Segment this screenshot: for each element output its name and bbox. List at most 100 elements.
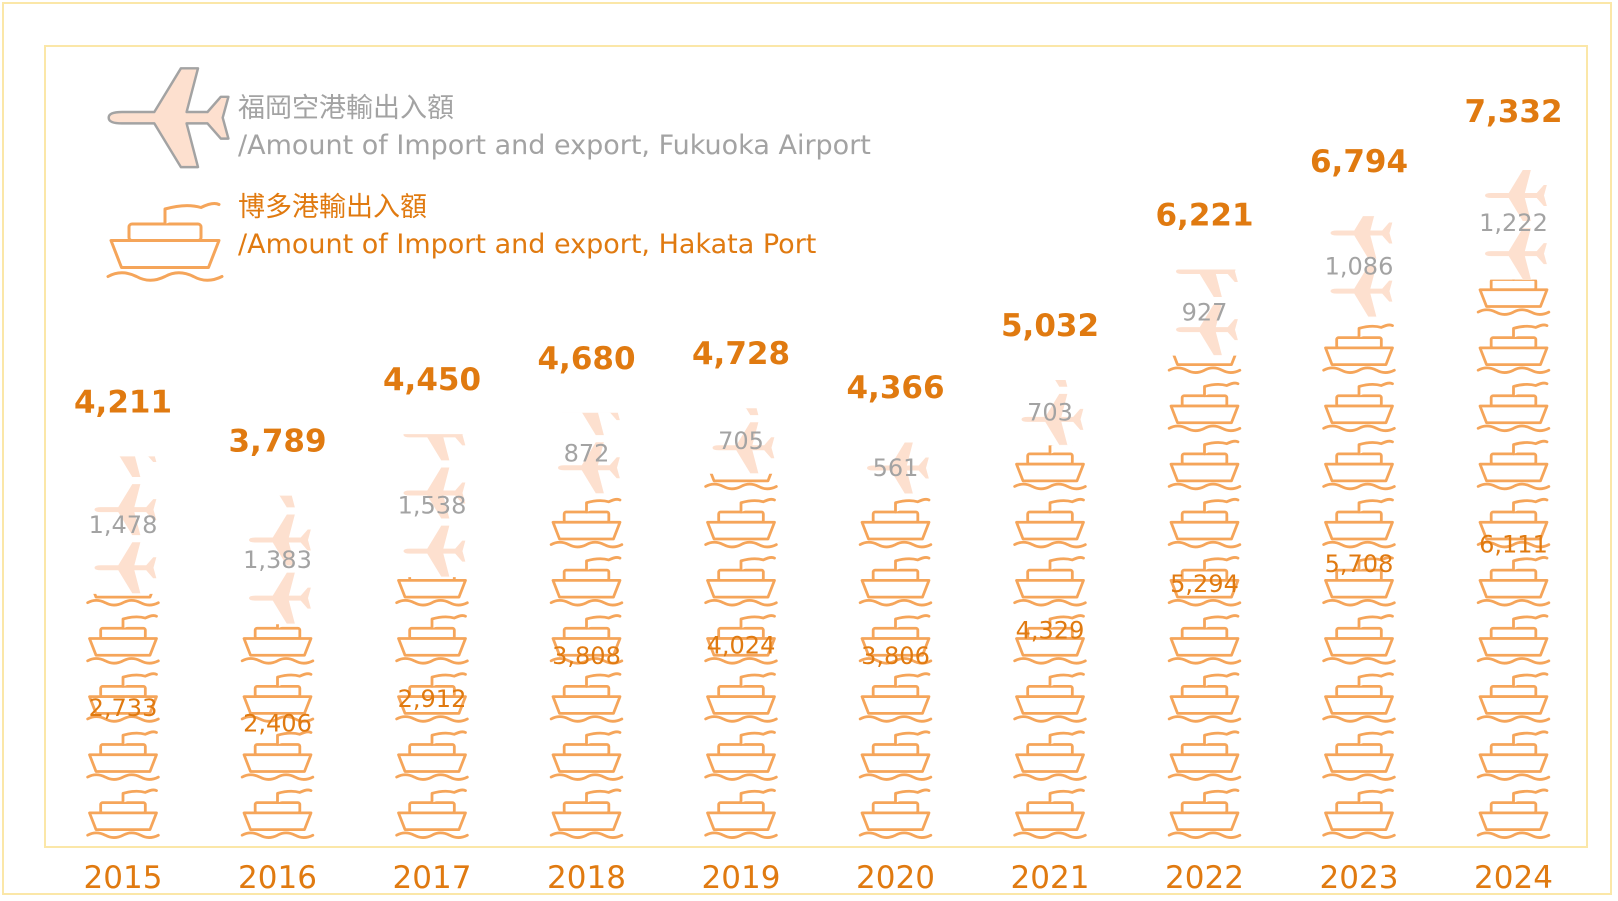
airplane-icon: [1329, 216, 1394, 260]
ship-icon: [1476, 556, 1551, 607]
ship-icon: [1322, 439, 1396, 491]
airport-value-label: 1,086: [1325, 253, 1394, 281]
ship-icon: [1476, 672, 1551, 723]
ship-icon: [549, 556, 624, 607]
port-value-label: 5,708: [1325, 550, 1394, 578]
airplane-icon: [93, 456, 158, 479]
ship-icon: [1476, 614, 1551, 665]
airport-value-label: 927: [1182, 299, 1228, 327]
ship-icon: [1167, 497, 1242, 549]
x-tick-label: 2016: [238, 860, 317, 896]
airplane-icon: [248, 495, 312, 509]
ship-icon: [86, 730, 160, 781]
ship-icon: [1013, 788, 1087, 839]
ship-icon: [1167, 730, 1242, 781]
ship-icon: [1322, 672, 1396, 723]
ship-icon: [858, 672, 933, 723]
airport-bar-2021: [1020, 380, 1085, 446]
ship-icon: [395, 577, 469, 607]
airport-value-label: 705: [718, 427, 764, 455]
x-tick-label: 2015: [84, 860, 163, 896]
port-value-label: 3,806: [861, 642, 930, 670]
x-tick-label: 2023: [1320, 860, 1399, 896]
port-value-label: 3,808: [552, 642, 621, 670]
plot-frame: [44, 45, 1588, 848]
ship-icon: [1476, 730, 1551, 781]
total-value-label: 3,789: [228, 424, 326, 460]
airport-value-label: 1,383: [243, 546, 312, 574]
port-value-label: 2,912: [398, 685, 467, 713]
ship-icon: [1013, 730, 1087, 781]
ship-icon: [1013, 445, 1087, 491]
ship-icon: [240, 788, 315, 839]
ship-icon: [395, 614, 469, 665]
ship-icon: [86, 614, 160, 665]
ship-icon: [1167, 439, 1242, 491]
ship-icon: [1167, 614, 1242, 665]
airplane-icon: [93, 541, 158, 594]
total-value-label: 4,450: [383, 362, 481, 398]
ship-icon: [1322, 323, 1396, 374]
total-value-label: 6,794: [1310, 144, 1408, 180]
ship-icon: [549, 730, 624, 781]
ship-icon: [1322, 381, 1396, 433]
x-axis-labels: 2015 2016 2017 2018 2019 2020 2021 2022 2023 2024: [84, 860, 1553, 896]
x-tick-label: 2018: [547, 860, 626, 896]
x-tick-label: 2017: [393, 860, 472, 896]
airport-bar-2019: [711, 408, 776, 474]
ship-icon: [704, 556, 778, 607]
ship-icon: [1167, 788, 1242, 839]
x-tick-label: 2022: [1165, 860, 1244, 896]
ship-icon: [858, 497, 933, 549]
total-value-label: 5,032: [1001, 308, 1099, 344]
legend-port-label-ja: 博多港輸出入額: [238, 192, 427, 223]
total-value-label: 4,680: [537, 341, 635, 377]
port-value-label: 2,733: [89, 694, 158, 722]
ship-icon: [858, 730, 933, 781]
port-value-label: 4,329: [1016, 617, 1085, 645]
ship-icon: [1322, 614, 1396, 665]
ship-icon: [240, 624, 315, 665]
ship-icon: [704, 730, 778, 781]
airport-value-label: 1,478: [89, 511, 158, 539]
ship-icon: [1476, 323, 1551, 374]
airport-bar-2015: [93, 456, 158, 594]
x-tick-label: 2021: [1011, 860, 1090, 896]
legend-icons: [106, 67, 230, 282]
legend-airport-label-ja: 福岡空港輸出入額: [238, 93, 454, 124]
ship-icon: [858, 556, 933, 607]
ship-icon: [1322, 497, 1396, 549]
ship-icon: [704, 672, 778, 723]
port-value-label: 2,406: [243, 710, 312, 738]
total-value-label: 4,728: [692, 336, 790, 372]
ship-icon: [395, 788, 469, 839]
legend-airplane-icon: [107, 67, 230, 169]
ship-icon: [1167, 672, 1242, 723]
airport-bar-2016: [248, 495, 312, 625]
ship-icon: [1476, 381, 1551, 433]
ship-icon: [1322, 730, 1396, 781]
port-bar-2018: [549, 497, 624, 839]
ship-icon: [86, 788, 160, 839]
ship-icon: [240, 730, 315, 781]
port-bar-2020: [858, 497, 933, 839]
ship-icon: [704, 497, 778, 549]
total-value-label: 4,366: [846, 370, 944, 406]
port-value-label: 5,294: [1170, 570, 1239, 598]
airplane-icon: [402, 524, 467, 578]
airplane-icon: [557, 412, 621, 437]
airport-value-label: 561: [873, 454, 919, 482]
ship-icon: [704, 788, 778, 839]
legend-ship-icon: [106, 202, 224, 282]
total-value-label: 7,332: [1464, 94, 1562, 130]
ship-icon: [1013, 497, 1087, 549]
total-value-label: 6,221: [1155, 197, 1253, 233]
airport-value-label: 872: [564, 439, 610, 467]
airport-value-label: 1,538: [398, 492, 467, 520]
x-tick-label: 2020: [856, 860, 935, 896]
x-tick-label: 2019: [702, 860, 781, 896]
ship-icon: [395, 730, 469, 781]
port-value-label: 6,111: [1479, 530, 1548, 558]
ship-icon: [1322, 788, 1396, 839]
